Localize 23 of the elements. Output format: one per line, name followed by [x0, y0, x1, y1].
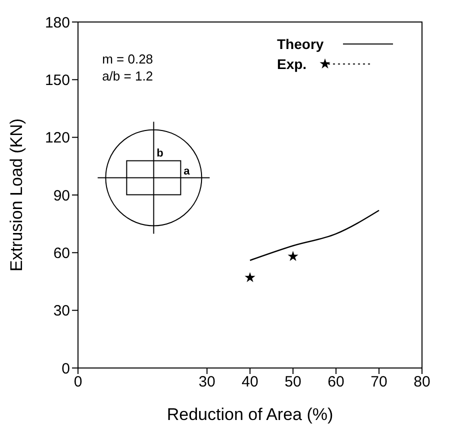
y-tick-label: 180: [44, 14, 70, 32]
x-axis-title: Reduction of Area (%): [166, 405, 334, 424]
y-tick-label: 90: [53, 187, 70, 204]
x-tick-label: 70: [370, 374, 388, 391]
y-tick-label: 0: [62, 360, 70, 378]
y-tick-label: 120: [44, 130, 70, 147]
y-axis-title: Extrusion Load (KN): [7, 118, 26, 272]
x-tick-label: 30: [198, 374, 216, 391]
x-tick-label: 50: [284, 374, 302, 391]
x-tick-label: 80: [414, 374, 430, 391]
line-series: [249, 210, 380, 262]
annotation: a/b = 1.2: [102, 68, 154, 84]
y-tick-label: 60: [53, 244, 70, 262]
annotation: a: [184, 166, 191, 178]
legend-label: Exp.: [277, 56, 307, 72]
annotation: m = 0.28: [102, 52, 154, 67]
legend-label: Theory: [277, 36, 324, 52]
x-tick-label: 40: [242, 374, 258, 391]
annotation: b: [156, 148, 164, 160]
x-tick-label: 60: [328, 374, 344, 391]
x-tick-label: 0: [74, 374, 82, 391]
y-tick-label: 150: [44, 72, 70, 89]
y-tick-label: 30: [53, 302, 70, 320]
